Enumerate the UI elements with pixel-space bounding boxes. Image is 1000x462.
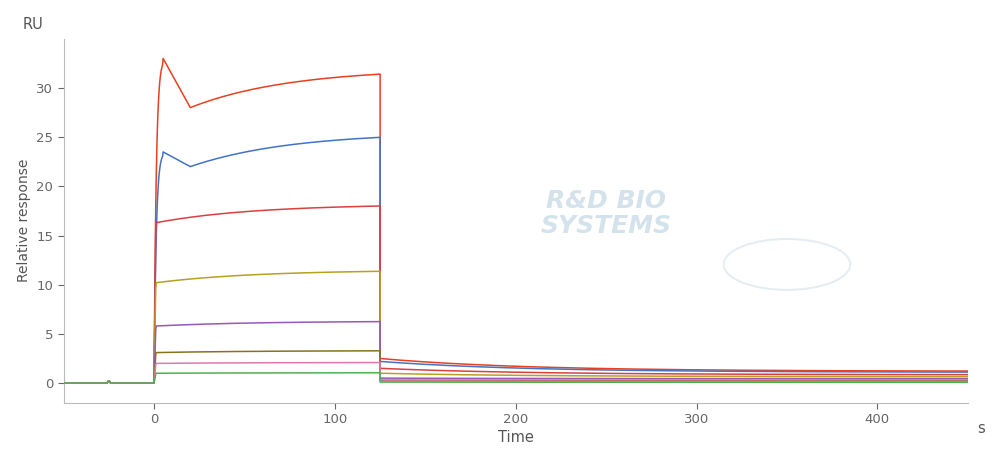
X-axis label: Time: Time [498,430,534,445]
Y-axis label: Relative response: Relative response [17,159,31,282]
Text: R&D BIO
SYSTEMS: R&D BIO SYSTEMS [541,188,672,238]
Text: RU: RU [23,17,44,31]
Text: s: s [977,421,985,436]
